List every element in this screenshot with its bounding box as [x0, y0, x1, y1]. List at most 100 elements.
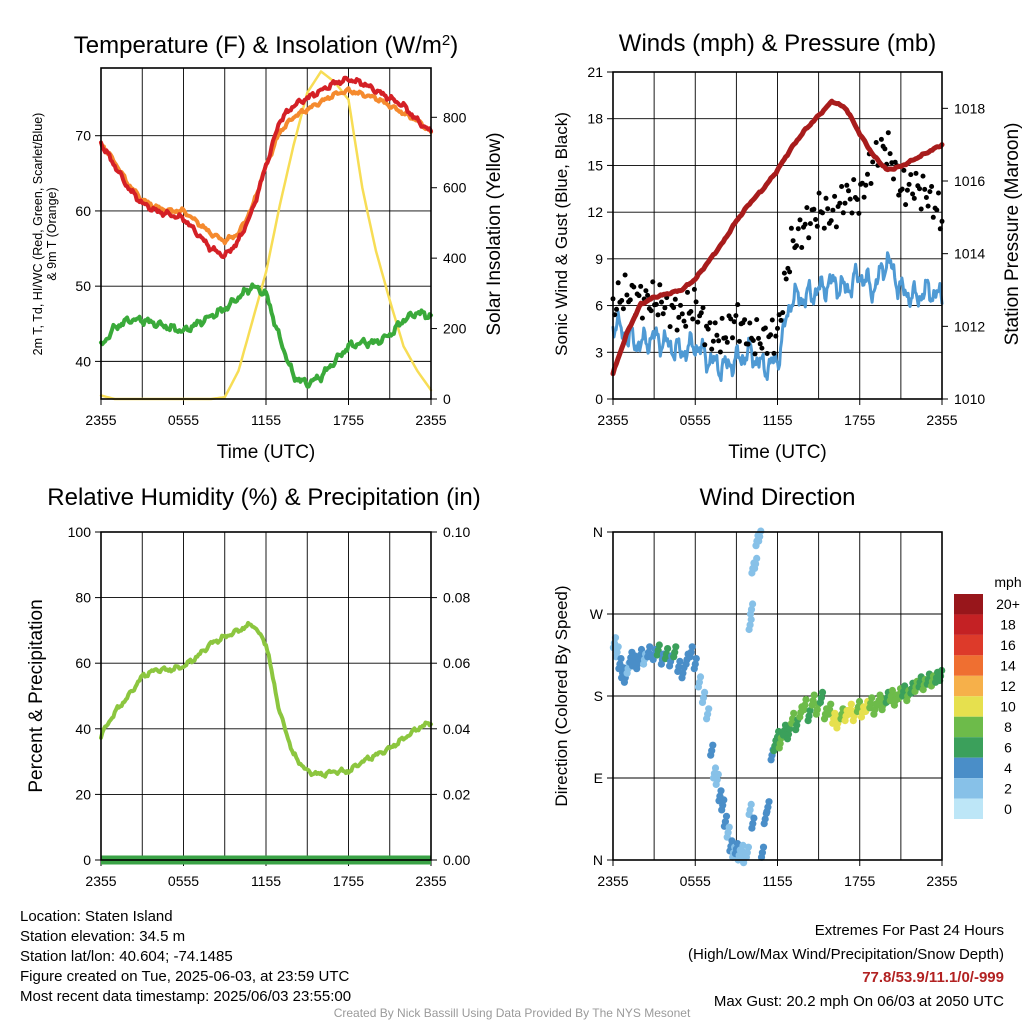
gust-point [908, 172, 914, 178]
gust-point [615, 280, 621, 286]
gust-point [752, 351, 758, 357]
x-tick-label: 2355 [415, 412, 446, 428]
gust-point [698, 310, 704, 316]
y-right-tick-label: 600 [443, 180, 467, 196]
gust-point [773, 333, 779, 339]
direction-point [870, 710, 878, 718]
gust-point [787, 269, 793, 275]
direction-point [728, 837, 736, 845]
gust-point [747, 320, 753, 326]
gust-point [707, 320, 713, 326]
plot-border [612, 531, 943, 861]
gust-point [854, 197, 860, 202]
y-right-tick-label: 800 [443, 109, 467, 125]
gust-point [620, 306, 626, 312]
colorbar-tick-label: 4 [1004, 760, 1012, 776]
x-tick-label: 1155 [762, 873, 792, 889]
x-tick-label: 1155 [762, 412, 792, 428]
direction-point [810, 691, 818, 699]
gust-point [842, 200, 848, 206]
x-tick-label: 0555 [680, 873, 711, 889]
direction-point [707, 751, 715, 759]
y-right-tick-label: 1010 [954, 391, 985, 407]
direction-point [644, 653, 652, 661]
gust-point [775, 325, 780, 331]
direction-point [804, 717, 812, 725]
gust-point [662, 305, 668, 311]
direction-point [849, 717, 857, 725]
colorbar-tick-label: 10 [1000, 699, 1016, 715]
direction-point [825, 710, 833, 718]
gust-point [823, 195, 829, 201]
y-right-tick-label: 0.08 [443, 590, 470, 606]
y-tick-label: 100 [68, 524, 92, 540]
gust-point [825, 206, 831, 212]
gust-point [832, 193, 838, 199]
gust-point [790, 238, 796, 244]
direction-point [796, 713, 804, 721]
gust-point [764, 351, 770, 356]
direction-point [703, 715, 711, 723]
gust-point [847, 196, 853, 202]
direction-point [802, 696, 810, 704]
direction-point [623, 669, 631, 677]
direction-point [686, 653, 694, 661]
direction-point [855, 697, 864, 706]
direction-point [745, 625, 753, 634]
direction-point [806, 707, 814, 715]
x-tick-label: 1755 [844, 412, 875, 428]
direction-point [617, 655, 625, 663]
direction-point [747, 615, 755, 624]
x-tick-label: 1155 [251, 873, 281, 889]
x-tick-label: 1755 [333, 412, 364, 428]
y-tick-label: S [594, 688, 603, 704]
latlon-text: Station lat/lon: 40.604; -74.1485 [20, 948, 233, 965]
direction-point [903, 697, 911, 705]
temperature-panel: 2355 0555 1155 1755 2355 40 50 60 70 0 200 400 600 80… [31, 32, 505, 464]
colorbar-swatch [954, 737, 983, 758]
direction-point [725, 823, 733, 831]
extremes-subtitle: (High/Low/Max Wind/Precipitation/Snow De… [688, 945, 1004, 963]
winds-ylabel-right: Station Pressure (Maroon) [1002, 123, 1023, 346]
direction-point [649, 656, 657, 664]
direction-point [868, 694, 876, 702]
gust-point [917, 186, 922, 192]
colorbar-tick-label: 14 [1000, 658, 1016, 674]
gust-point [820, 210, 825, 216]
direction-point [763, 808, 771, 816]
direction-point [818, 688, 827, 697]
gust-point [807, 221, 813, 227]
y-tick-label: 60 [75, 203, 91, 219]
colorbar-tick-label: 6 [1004, 739, 1012, 755]
colorbar-tick-label: 2 [1004, 780, 1012, 796]
gust-point [901, 167, 907, 173]
recent-text: Most recent data timestamp: 2025/06/03 2… [20, 988, 352, 1005]
y-tick-label: 80 [75, 590, 91, 606]
gust-point [865, 171, 870, 177]
direction-point [655, 641, 663, 649]
station-pressure-line [610, 98, 945, 377]
direction-point [722, 812, 731, 820]
gust-point [768, 332, 774, 338]
temperature-ylabel-left-line1: 2m T, Td, HI/WC (Red, Green, Scarlet/Blu… [31, 113, 45, 356]
gust-point [679, 311, 685, 317]
direction-point [633, 665, 641, 673]
winds-ylabel-left: Sonic Wind & Gust (Blue, Black) [552, 112, 571, 356]
gust-point [653, 301, 659, 307]
gust-point [624, 292, 630, 298]
direction-point [646, 643, 654, 651]
colorbar-swatch [954, 675, 983, 697]
direction-point [816, 698, 825, 707]
y-right-tick-label: 1012 [954, 318, 985, 334]
gust-point [724, 339, 730, 345]
direction-point [899, 692, 907, 700]
gust-point [683, 323, 689, 329]
gust-point [813, 217, 819, 222]
direction-point [874, 701, 882, 709]
y-tick-label: W [590, 606, 604, 622]
gust-point [797, 217, 803, 223]
title-close: ) [450, 32, 458, 59]
direction-point [790, 709, 798, 717]
direction-point [760, 820, 768, 828]
